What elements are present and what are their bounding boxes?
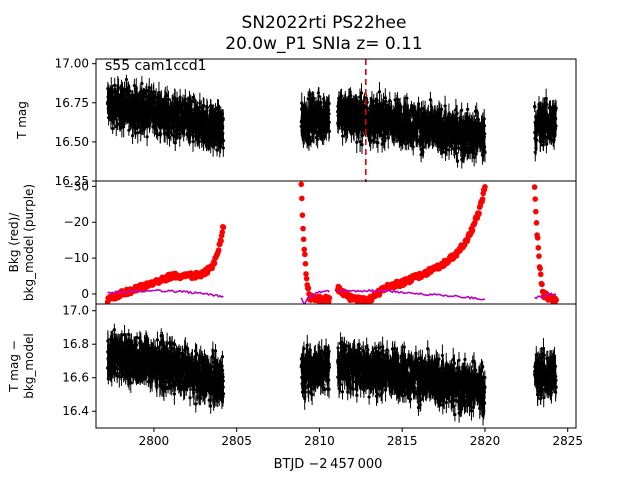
data-point	[383, 99, 388, 103]
data-point	[128, 89, 132, 93]
data-point	[157, 90, 161, 95]
data-point	[419, 153, 423, 157]
data-point	[124, 77, 129, 82]
data-point	[428, 98, 433, 102]
data-point	[483, 150, 487, 155]
data-point	[166, 97, 171, 102]
data-point	[476, 117, 480, 122]
plot-panels: s55 cam1ccd1 16.25 16.50 16.75 17.00 T mag 0−1…	[7, 57, 583, 448]
data-point	[111, 127, 115, 131]
data-point	[539, 138, 544, 142]
data-point	[145, 135, 149, 139]
data-point	[359, 91, 364, 95]
data-point	[163, 131, 167, 135]
data-point	[116, 86, 121, 90]
data-point	[460, 108, 464, 112]
data-point	[360, 143, 364, 147]
data-point	[341, 134, 345, 138]
data-point	[403, 142, 407, 146]
data-point	[421, 150, 425, 154]
data-point	[327, 129, 331, 134]
data-point	[533, 105, 537, 109]
data-point	[136, 131, 140, 135]
data-point	[455, 111, 459, 115]
data-point	[455, 159, 460, 163]
data-point	[393, 98, 397, 102]
data-point	[221, 139, 226, 143]
data-point	[411, 145, 415, 149]
x-axis-label: BTJD −2 457 000	[274, 457, 383, 472]
data-point	[140, 81, 144, 86]
data-point	[221, 146, 225, 150]
y-tick-label: 16.50	[55, 135, 89, 149]
data-point	[147, 85, 151, 90]
y-tick-label: 16.75	[55, 96, 89, 110]
data-point	[372, 99, 376, 104]
data-point	[552, 138, 556, 142]
data-point	[443, 104, 447, 108]
data-point	[377, 90, 382, 94]
data-point	[316, 91, 320, 95]
chart-title-line1: SN2022rti PS22hee	[242, 13, 407, 33]
data-point	[363, 96, 367, 100]
data-point	[327, 102, 331, 106]
annotation-label: s55 cam1ccd1	[105, 58, 207, 74]
panel-plot-area	[105, 74, 558, 169]
data-point	[316, 137, 320, 141]
data-point	[165, 93, 169, 98]
panel-plot-area	[104, 181, 559, 304]
data-point	[545, 103, 549, 107]
data-point	[535, 138, 539, 142]
y-tick-label: 16.25	[55, 174, 89, 188]
data-point	[466, 107, 470, 112]
data-point	[156, 133, 160, 137]
data-point	[221, 117, 225, 121]
data-point	[132, 83, 136, 88]
y-axis-label: T mag	[15, 101, 29, 140]
data-point	[312, 96, 316, 100]
data-point	[209, 104, 213, 108]
data-point	[440, 107, 444, 111]
data-point	[202, 104, 206, 108]
data-point	[421, 145, 426, 149]
data-point	[554, 124, 558, 128]
data-point	[322, 100, 326, 104]
data-point	[205, 105, 209, 109]
data-point	[388, 98, 392, 103]
data-point	[167, 136, 172, 140]
data-point	[152, 90, 156, 94]
data-point	[113, 83, 117, 87]
data-point	[554, 106, 558, 110]
data-point	[472, 155, 476, 159]
data-point	[358, 139, 362, 144]
data-point	[395, 97, 400, 102]
data-point	[327, 120, 331, 124]
data-point	[197, 139, 201, 144]
data-point	[438, 113, 442, 117]
data-point	[327, 112, 331, 116]
data-point	[142, 91, 147, 95]
data-point	[198, 101, 202, 105]
chart-title-line2: 20.0w_P1 SNIa z= 0.11	[225, 34, 423, 54]
data-point	[454, 151, 459, 156]
data-point	[430, 105, 434, 110]
data-point	[319, 102, 323, 106]
data-point	[355, 140, 359, 144]
panel-1: s55 cam1ccd1 16.25 16.50 16.75 17.00 T mag	[15, 57, 577, 188]
data-point	[369, 140, 373, 144]
data-point	[483, 132, 487, 136]
data-point	[317, 94, 321, 98]
data-point	[381, 101, 386, 106]
y-tick-label: 17.00	[55, 57, 89, 71]
data-point	[185, 131, 189, 136]
data-point	[360, 134, 364, 138]
data-point	[376, 141, 380, 145]
data-point	[178, 136, 182, 140]
data-point	[375, 99, 379, 103]
data-point	[209, 143, 213, 147]
